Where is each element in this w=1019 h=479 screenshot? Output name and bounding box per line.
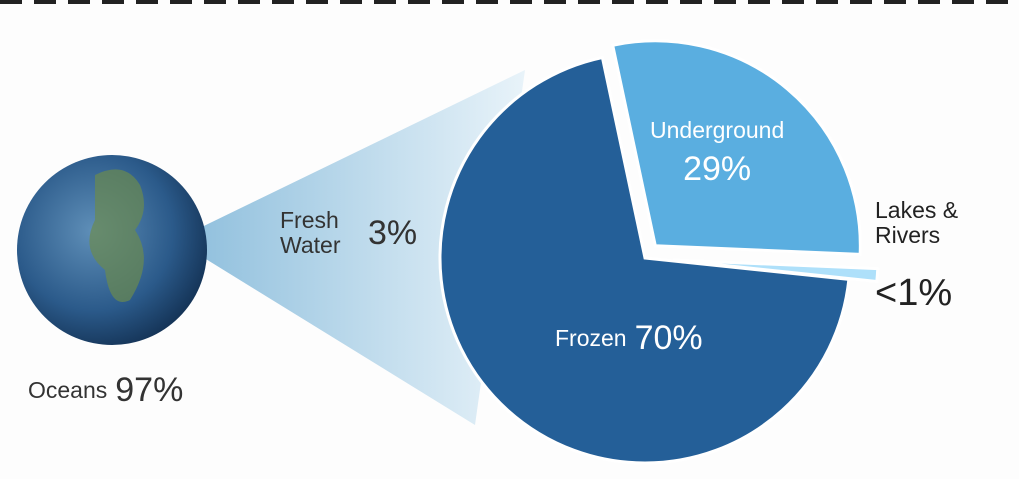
value-label: 29% <box>683 150 752 189</box>
category-label: Fresh Water <box>280 207 341 259</box>
category-label: Underground <box>650 117 785 143</box>
value-label: <1% <box>875 271 953 314</box>
label: Oceans 97% <box>28 371 184 409</box>
label: Fresh Water 3% <box>280 207 418 259</box>
land <box>89 169 144 302</box>
value-label: 97% <box>115 371 184 409</box>
label: Frozen 70% <box>555 319 703 357</box>
category-label: Lakes & Rivers <box>875 197 959 249</box>
plot <box>17 39 880 465</box>
category-label: Oceans <box>28 377 108 404</box>
label: Lakes & Rivers <1% <box>875 197 985 314</box>
value-label: 70% <box>634 319 703 357</box>
category-label: Frozen <box>555 325 627 352</box>
fresh-water-cone <box>175 70 525 425</box>
value-label: 3% <box>368 213 418 252</box>
pie-slice <box>610 39 862 256</box>
pie-slice <box>438 55 851 465</box>
label: Underground 29% <box>650 117 785 189</box>
